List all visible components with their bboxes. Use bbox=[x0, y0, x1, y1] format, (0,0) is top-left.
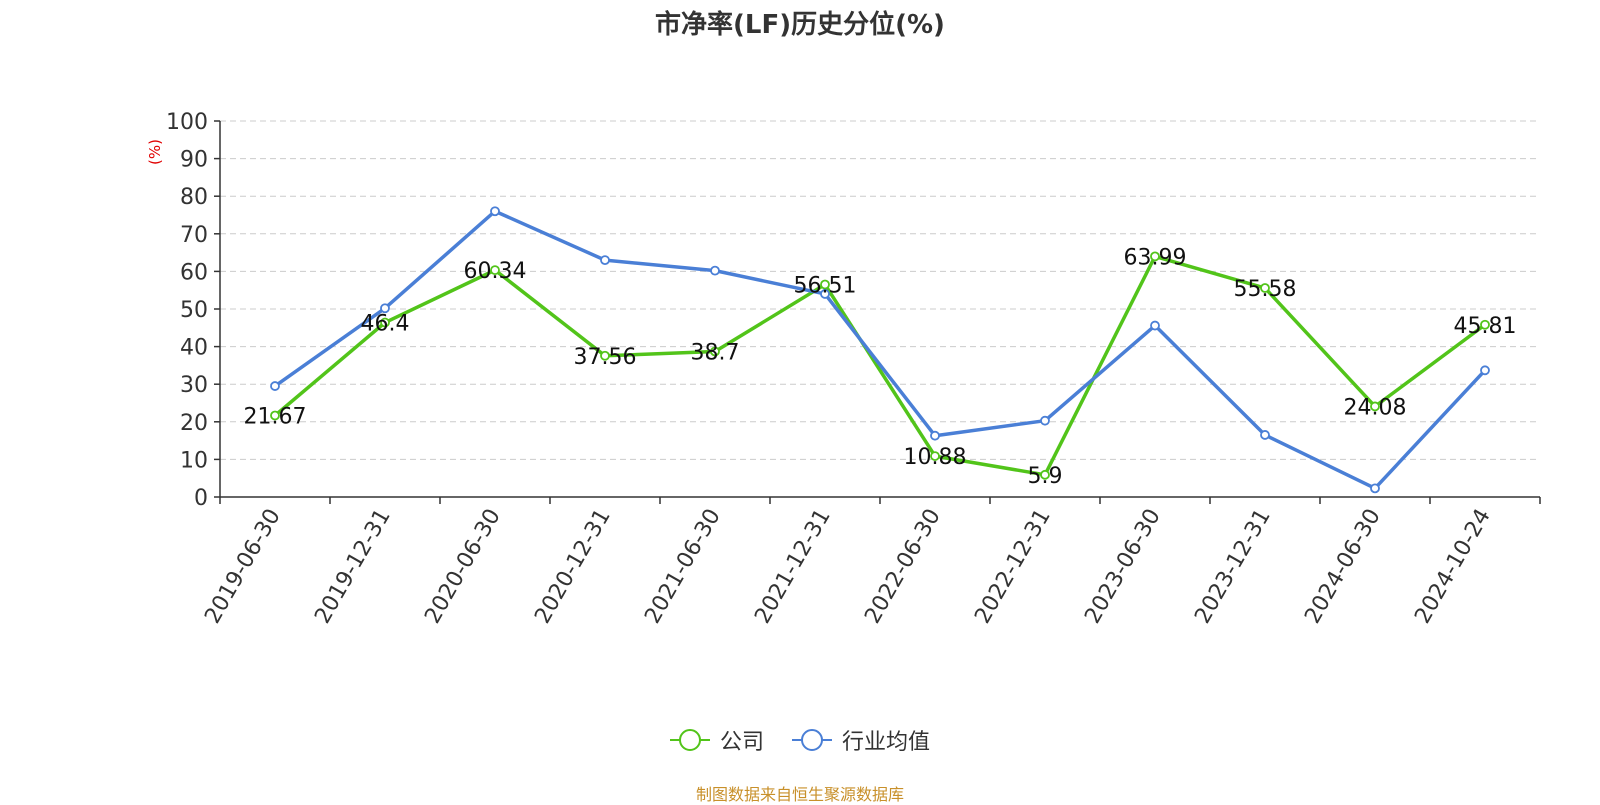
legend: 公司 行业均值 bbox=[0, 722, 1600, 758]
x-tick-label: 2022-06-30 bbox=[860, 505, 946, 628]
y-tick-label: 70 bbox=[180, 223, 208, 248]
axes bbox=[214, 120, 1541, 504]
legend-label: 公司 bbox=[719, 730, 764, 755]
data-point[interactable] bbox=[380, 303, 390, 314]
data-point[interactable] bbox=[930, 430, 940, 441]
series-1 bbox=[270, 251, 1490, 480]
data-point[interactable] bbox=[380, 317, 390, 328]
data-point[interactable] bbox=[490, 206, 500, 217]
y-tick-labels: 0 10 20 30 40 50 60 70 80 90 100 bbox=[166, 110, 208, 511]
data-labels: 21.67 46.4 60.34 37.56 38.7 56.51 10.88 5.9 63.9… bbox=[244, 245, 1517, 488]
grid-lines bbox=[220, 120, 1540, 460]
series-2 bbox=[270, 206, 1490, 494]
data-point[interactable] bbox=[490, 265, 500, 276]
data-point[interactable] bbox=[710, 265, 720, 276]
data-point[interactable] bbox=[930, 451, 940, 461]
data-point[interactable] bbox=[1150, 251, 1160, 262]
x-tick-label: 2022-12-31 bbox=[970, 505, 1056, 628]
x-tick-label: 2019-06-30 bbox=[200, 505, 286, 628]
data-point[interactable] bbox=[1150, 320, 1160, 331]
data-label: 5.9 bbox=[1028, 464, 1063, 489]
y-tick-label: 100 bbox=[166, 110, 208, 135]
x-tick-label: 2021-06-30 bbox=[640, 505, 726, 628]
data-label: 63.99 bbox=[1124, 245, 1187, 270]
data-label: 60.34 bbox=[464, 259, 527, 284]
y-axis-label: (%) bbox=[146, 139, 164, 165]
data-point[interactable] bbox=[1040, 415, 1050, 426]
data-point[interactable] bbox=[600, 255, 610, 266]
series-line bbox=[273, 209, 1487, 491]
x-tick-label: 2019-12-31 bbox=[310, 505, 396, 628]
data-label: 38.7 bbox=[691, 340, 740, 365]
legend-swatch-icon bbox=[669, 729, 710, 751]
series-layer bbox=[270, 206, 1490, 494]
data-point[interactable] bbox=[1370, 483, 1380, 494]
data-label: 45.81 bbox=[1454, 314, 1517, 339]
x-tick-label: 2023-06-30 bbox=[1080, 505, 1166, 628]
data-point[interactable] bbox=[270, 410, 280, 421]
y-tick-label: 80 bbox=[180, 185, 208, 210]
data-point[interactable] bbox=[600, 350, 610, 361]
legend-label: 行业均值 bbox=[842, 730, 931, 755]
data-label: 24.08 bbox=[1344, 395, 1407, 420]
legend-item-2[interactable]: 行业均值 bbox=[792, 724, 930, 756]
data-point[interactable] bbox=[1040, 469, 1050, 480]
x-tick-label: 2020-12-31 bbox=[530, 505, 616, 628]
data-label: 46.4 bbox=[361, 312, 410, 337]
y-tick-label: 20 bbox=[180, 411, 208, 436]
series-line bbox=[273, 254, 1487, 477]
y-tick-label: 0 bbox=[194, 486, 208, 511]
data-point[interactable] bbox=[710, 346, 720, 357]
data-point[interactable] bbox=[1480, 319, 1490, 330]
y-tick-label: 30 bbox=[180, 373, 208, 398]
data-label: 21.67 bbox=[244, 405, 307, 430]
y-tick-label: 10 bbox=[180, 448, 208, 473]
data-label: 56.51 bbox=[794, 274, 857, 299]
data-label: 55.58 bbox=[1234, 277, 1297, 302]
chart-title: 市净率(LF)历史分位(%) bbox=[655, 10, 945, 40]
x-tick-label: 2023-12-31 bbox=[1190, 505, 1276, 628]
x-tick-label: 2020-06-30 bbox=[420, 505, 506, 628]
data-point[interactable] bbox=[820, 279, 830, 290]
legend-item-1[interactable]: 公司 bbox=[669, 724, 764, 756]
y-tick-label: 40 bbox=[180, 336, 208, 361]
data-point[interactable] bbox=[1370, 401, 1380, 412]
data-point[interactable] bbox=[270, 381, 280, 391]
source-note: 制图数据来自恒生聚源数据库 bbox=[695, 785, 904, 804]
y-tick-label: 60 bbox=[180, 260, 208, 285]
legend-swatch-icon bbox=[792, 729, 832, 751]
x-tick-label: 2024-10-24 bbox=[1410, 505, 1496, 628]
data-label: 10.88 bbox=[904, 445, 967, 470]
y-tick-label: 90 bbox=[180, 148, 208, 173]
data-point[interactable] bbox=[1260, 430, 1270, 440]
data-point[interactable] bbox=[1260, 283, 1270, 293]
data-label: 37.56 bbox=[574, 345, 637, 370]
x-tick-label: 2024-06-30 bbox=[1300, 505, 1386, 628]
data-point[interactable] bbox=[820, 289, 830, 299]
data-point[interactable] bbox=[1480, 365, 1490, 376]
y-tick-label: 50 bbox=[180, 298, 208, 323]
x-tick-labels: 2019-06-30 2019-12-31 2020-06-30 2020-12-31… bbox=[200, 505, 1496, 628]
x-tick-label: 2021-12-31 bbox=[750, 505, 836, 628]
